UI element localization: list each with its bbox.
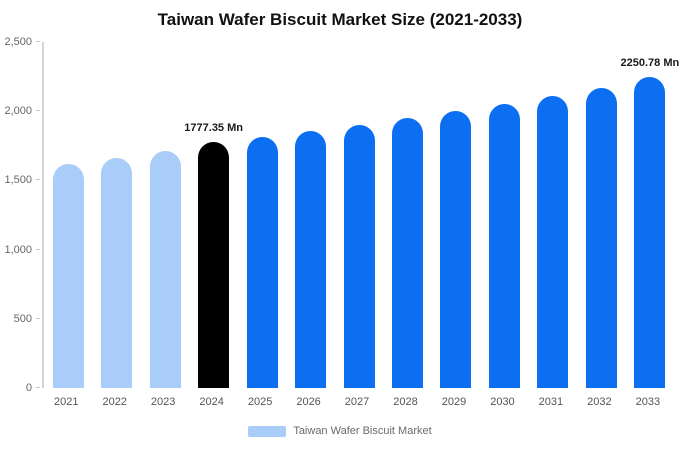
bar-slot: 1777.35 Mn xyxy=(184,42,243,388)
bar-slot xyxy=(238,42,286,388)
bar-2029[interactable] xyxy=(440,111,472,388)
y-tick-mark xyxy=(36,41,40,42)
legend-swatch-icon xyxy=(248,425,287,437)
bar-slot xyxy=(141,42,189,388)
bar-2032[interactable] xyxy=(585,87,617,388)
legend-label: Taiwan Wafer Biscuit Market xyxy=(293,425,432,437)
x-tick-label: 2021 xyxy=(53,396,79,408)
legend[interactable]: Taiwan Wafer Biscuit Market xyxy=(0,425,680,437)
x-axis-labels: 2021 2022 2023 2024 2025 2026 2027 2028 2029 2030… xyxy=(42,396,672,408)
bar-2024[interactable] xyxy=(198,142,230,388)
y-tick-mark xyxy=(36,317,40,319)
bar-2028[interactable] xyxy=(392,118,424,388)
bar-2027[interactable] xyxy=(343,125,375,388)
y-tick-mark xyxy=(36,110,40,112)
bar-value-label: 1777.35 Mn xyxy=(184,122,243,135)
bar-2026[interactable] xyxy=(295,131,327,388)
y-tick-label: 1,500 xyxy=(4,174,32,187)
bar-2033[interactable] xyxy=(634,76,666,388)
y-tick-label: 1,000 xyxy=(4,243,32,256)
x-tick-label: 2022 xyxy=(102,396,127,408)
bar-slot xyxy=(92,42,140,388)
bar-2021[interactable] xyxy=(52,163,84,388)
bar-slot xyxy=(44,42,92,388)
x-tick-label: 2029 xyxy=(441,396,467,408)
y-tick-mark xyxy=(36,387,40,388)
bar-slot xyxy=(529,42,577,388)
bar-slot xyxy=(480,42,528,388)
bar-2023[interactable] xyxy=(149,151,181,388)
y-tick-label: 2,500 xyxy=(4,36,32,48)
x-tick-label: 2024 xyxy=(199,396,224,408)
bar-2030[interactable] xyxy=(488,103,520,388)
bar-slot xyxy=(432,42,480,388)
x-tick-label: 2033 xyxy=(635,396,661,408)
x-tick-label: 2032 xyxy=(587,396,612,408)
plot-area: 1777.35 Mn 2250.78 Mn xyxy=(42,42,679,388)
chart-title: Taiwan Wafer Biscuit Market Size (2021-2… xyxy=(157,10,523,29)
x-tick-label: 2025 xyxy=(247,396,273,408)
bar-2022[interactable] xyxy=(101,157,133,388)
bar-slot xyxy=(286,42,334,388)
bar-value-label: 2250.78 Mn xyxy=(620,56,680,69)
x-tick-label: 2027 xyxy=(344,396,370,408)
x-tick-label: 2023 xyxy=(150,396,176,408)
bar-slot xyxy=(383,42,431,388)
x-tick-label: 2026 xyxy=(296,396,321,408)
y-tick-label: 2,000 xyxy=(4,105,32,118)
bar-slot xyxy=(577,42,625,388)
x-tick-label: 2028 xyxy=(393,396,418,408)
x-tick-label: 2030 xyxy=(490,396,515,408)
bar-2025[interactable] xyxy=(246,136,278,388)
y-tick-mark xyxy=(36,179,40,181)
y-tick-label: 0 xyxy=(25,382,32,394)
bar-slot xyxy=(335,42,383,388)
bars-container: 1777.35 Mn 2250.78 Mn xyxy=(44,42,679,388)
y-axis: 0 500 1,000 1,500 2,000 2,500 xyxy=(0,36,40,394)
bar-2031[interactable] xyxy=(537,95,569,388)
bar-slot: 2250.78 Mn xyxy=(621,42,679,388)
y-tick-mark xyxy=(36,248,40,250)
y-tick-label: 500 xyxy=(13,312,32,325)
x-tick-label: 2031 xyxy=(538,396,564,408)
